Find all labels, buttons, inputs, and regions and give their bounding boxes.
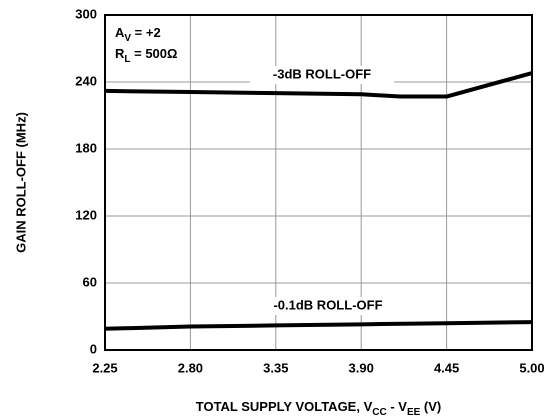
text-part: = 500Ω <box>131 46 178 61</box>
label-bg <box>256 297 400 315</box>
plot-frame <box>104 14 533 351</box>
x-tick-label: 4.45 <box>434 360 459 375</box>
x-axis-label: TOTAL SUPPLY VOLTAGE, VCC - VEE (V) <box>196 399 441 417</box>
series-label: -0.1dB ROLL-OFF <box>273 297 382 312</box>
y-tick-label: 180 <box>75 140 97 155</box>
text-part: (V) <box>420 399 441 414</box>
y-tick-label: 120 <box>75 207 97 222</box>
data-line <box>104 320 533 331</box>
data-line <box>104 71 533 99</box>
x-tick-label: 3.35 <box>263 360 288 375</box>
x-tick-label: 2.25 <box>92 360 117 375</box>
subscript: V <box>124 33 131 44</box>
y-tick-label: 300 <box>75 6 97 21</box>
text-part: - V <box>387 399 408 414</box>
text-part: A <box>115 25 125 40</box>
annotation: AV = +2 <box>115 25 161 43</box>
subscript: EE <box>407 407 421 418</box>
text-part: TOTAL SUPPLY VOLTAGE, V <box>196 399 373 414</box>
y-tick-label: 240 <box>75 73 97 88</box>
y-axis-label: GAIN ROLL-OFF (MHz) <box>13 112 28 253</box>
text-part: = +2 <box>131 25 161 40</box>
y-tick-label: 60 <box>83 274 97 289</box>
series-label: -3dB ROLL-OFF <box>273 66 371 81</box>
subscript: CC <box>372 407 386 418</box>
x-tick-label: 2.80 <box>178 360 203 375</box>
y-tick-label: 0 <box>90 341 97 356</box>
text-part: R <box>115 46 125 61</box>
x-tick-label: 5.00 <box>519 360 544 375</box>
subscript: L <box>124 54 130 65</box>
x-tick-label: 3.90 <box>349 360 374 375</box>
label-bg <box>250 66 394 84</box>
annotation: RL = 500Ω <box>115 46 177 64</box>
